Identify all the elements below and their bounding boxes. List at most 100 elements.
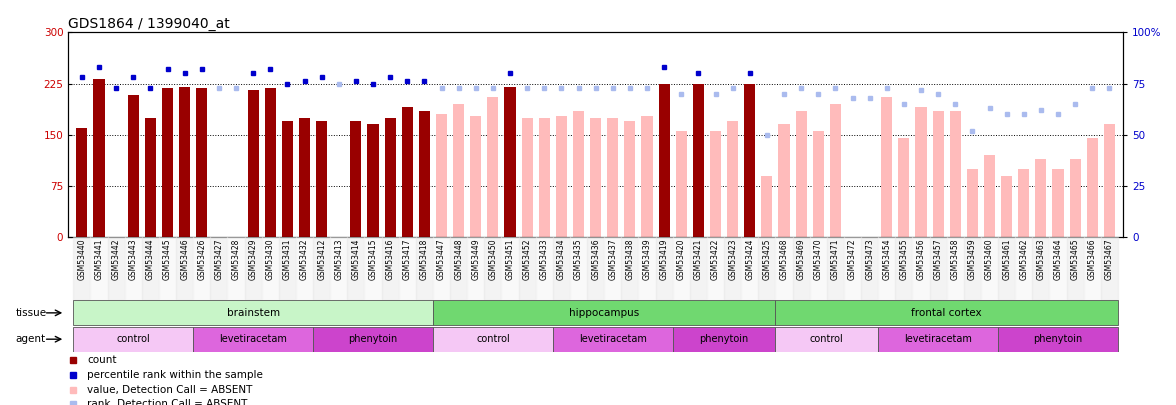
Bar	[176, 237, 193, 300]
Text: GSM53433: GSM53433	[540, 238, 549, 280]
Text: GSM53438: GSM53438	[626, 238, 634, 280]
Bar	[433, 300, 775, 326]
Bar	[587, 237, 604, 300]
Bar	[193, 237, 211, 300]
Bar	[313, 326, 433, 352]
Bar	[553, 326, 673, 352]
Bar	[775, 326, 878, 352]
Text: GSM53471: GSM53471	[831, 238, 840, 280]
Bar	[570, 237, 587, 300]
Bar	[128, 95, 139, 237]
Bar	[522, 117, 533, 237]
Bar	[211, 237, 227, 300]
Bar	[929, 237, 947, 300]
Text: GSM53423: GSM53423	[728, 238, 737, 280]
Text: GSM53427: GSM53427	[214, 238, 223, 280]
Bar	[402, 107, 413, 237]
Bar	[196, 88, 207, 237]
Bar	[1053, 169, 1063, 237]
Text: GSM53449: GSM53449	[472, 238, 480, 280]
Bar	[91, 237, 107, 300]
Text: GSM53447: GSM53447	[437, 238, 446, 280]
Bar	[607, 117, 619, 237]
Bar	[1069, 158, 1081, 237]
Bar	[1015, 237, 1033, 300]
Text: GSM53465: GSM53465	[1070, 238, 1080, 280]
Bar	[1087, 138, 1098, 237]
Bar	[159, 237, 176, 300]
Text: levetiracetam: levetiracetam	[904, 334, 973, 344]
Text: GSM53431: GSM53431	[283, 238, 292, 280]
Bar	[1033, 237, 1049, 300]
Text: agent: agent	[15, 334, 46, 344]
Text: count: count	[87, 355, 116, 365]
Bar	[536, 237, 553, 300]
Bar	[313, 237, 330, 300]
Bar	[641, 115, 653, 237]
Bar	[1035, 158, 1047, 237]
Text: GSM53439: GSM53439	[642, 238, 652, 280]
Bar	[539, 117, 550, 237]
Text: GSM53420: GSM53420	[676, 238, 686, 280]
Bar	[282, 121, 293, 237]
Bar	[467, 237, 485, 300]
Bar	[73, 237, 91, 300]
Text: GSM53463: GSM53463	[1036, 238, 1045, 280]
Text: GSM53414: GSM53414	[352, 238, 360, 280]
Text: value, Detection Call = ABSENT: value, Detection Call = ABSENT	[87, 385, 253, 395]
Text: GSM53469: GSM53469	[796, 238, 806, 280]
Bar	[775, 237, 793, 300]
Text: GSM53446: GSM53446	[180, 238, 189, 280]
Text: control: control	[476, 334, 509, 344]
Bar	[179, 87, 191, 237]
Text: levetiracetam: levetiracetam	[219, 334, 287, 344]
Bar	[775, 300, 1118, 326]
Text: GSM53424: GSM53424	[746, 238, 754, 280]
Text: GSM53455: GSM53455	[900, 238, 908, 280]
Bar	[844, 237, 861, 300]
Bar	[245, 237, 262, 300]
Text: GSM53472: GSM53472	[848, 238, 857, 280]
Text: GSM53462: GSM53462	[1020, 238, 1028, 280]
Bar	[367, 124, 379, 237]
Text: GSM53459: GSM53459	[968, 238, 977, 280]
Text: GSM53429: GSM53429	[248, 238, 258, 280]
Text: GSM53443: GSM53443	[129, 238, 138, 280]
Bar	[933, 111, 943, 237]
Bar	[487, 97, 499, 237]
Bar	[1101, 237, 1118, 300]
Bar	[676, 131, 687, 237]
Bar	[505, 87, 515, 237]
Bar	[556, 115, 567, 237]
Text: hippocampus: hippocampus	[569, 308, 640, 318]
Text: GSM53456: GSM53456	[916, 238, 926, 280]
Text: GSM53415: GSM53415	[368, 238, 377, 280]
Bar	[759, 237, 775, 300]
Text: GSM53473: GSM53473	[866, 238, 874, 280]
Text: percentile rank within the sample: percentile rank within the sample	[87, 370, 263, 380]
Bar	[227, 237, 245, 300]
Bar	[693, 83, 704, 237]
Bar	[710, 131, 721, 237]
Text: GSM53450: GSM53450	[488, 238, 497, 280]
Text: GSM53470: GSM53470	[814, 238, 823, 280]
Text: GSM53434: GSM53434	[557, 238, 566, 280]
Bar	[296, 237, 313, 300]
Bar	[673, 326, 775, 352]
Bar	[145, 117, 156, 237]
Bar	[385, 117, 395, 237]
Text: GSM53417: GSM53417	[402, 238, 412, 280]
Text: GSM53413: GSM53413	[334, 238, 343, 280]
Text: GSM53437: GSM53437	[608, 238, 617, 280]
Bar	[350, 121, 361, 237]
Text: GSM53466: GSM53466	[1088, 238, 1097, 280]
Bar	[655, 237, 673, 300]
Bar	[621, 237, 639, 300]
Bar	[162, 88, 173, 237]
Text: control: control	[116, 334, 151, 344]
Bar	[590, 117, 601, 237]
Bar	[981, 237, 998, 300]
Bar	[998, 237, 1015, 300]
Bar	[1084, 237, 1101, 300]
Bar	[453, 104, 465, 237]
